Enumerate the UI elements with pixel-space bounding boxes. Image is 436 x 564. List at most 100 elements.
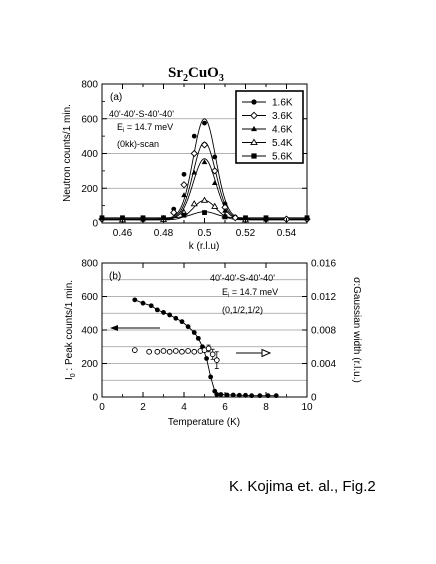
point-width xyxy=(213,357,220,364)
point-5.6K xyxy=(120,215,125,221)
point-5.6K xyxy=(140,215,146,221)
point-intensity xyxy=(214,392,220,397)
point-1.6K xyxy=(212,154,218,160)
point-intensity xyxy=(195,335,201,341)
x-tick-label: 0 xyxy=(99,402,105,413)
y-tick-right-label: 0.012 xyxy=(311,292,336,303)
y-tick-label: 400 xyxy=(81,326,98,337)
point-width xyxy=(191,348,198,355)
panel-b-annotation-collimation: 40'-40'-S-40'-40' xyxy=(210,273,275,283)
point-1.6K xyxy=(202,120,207,126)
point-3.6K xyxy=(211,167,219,175)
point-intensity xyxy=(185,324,191,330)
y-tick-label: 800 xyxy=(81,80,98,91)
point-intensity xyxy=(243,392,248,398)
x-tick-label: 0.54 xyxy=(277,228,297,239)
fit-curve-1.6K xyxy=(102,118,307,220)
point-intensity xyxy=(230,392,236,398)
point-intensity xyxy=(167,312,173,318)
point-width xyxy=(131,347,138,353)
figure-caption: K. Kojima et. al., Fig.2 xyxy=(229,478,376,495)
legend-marker-5.4K xyxy=(250,138,258,146)
x-tick-label: 2 xyxy=(140,402,146,413)
x-tick-label: 0.5 xyxy=(198,228,212,239)
y-tick-right-label: 0.008 xyxy=(311,326,336,337)
legend-box xyxy=(235,90,304,164)
x-tick-label: 0.46 xyxy=(113,228,133,239)
y-tick-label: 800 xyxy=(81,259,98,270)
point-5.6K xyxy=(263,215,269,221)
panel-a-legend: 1.6K 3.6K 4.6K 5.4K 5.6K xyxy=(235,90,304,164)
point-5.4K xyxy=(190,200,198,207)
y-tick-label: 200 xyxy=(81,184,98,195)
legend-label: 4.6K xyxy=(272,125,293,136)
point-1.6K xyxy=(191,133,197,139)
point-4.6K xyxy=(222,207,228,213)
legend-label: 5.6K xyxy=(272,152,293,163)
panel-a-label: (a) xyxy=(110,92,122,103)
point-3.6K xyxy=(231,214,239,222)
point-width xyxy=(179,348,185,355)
panel-b: 0 200 400 600 800 0 0.004 0.008 0.012 0.016 0 2 4 6 8 1… xyxy=(64,259,362,429)
panel-b-annotation-q: (0,1/2,1/2) xyxy=(222,305,263,315)
legend-marker-5.6K xyxy=(251,153,257,159)
panel-b-ticks: 0 200 400 600 800 0 0.004 0.008 0.012 0.016 0 2 4 6 8 1… xyxy=(81,259,336,414)
point-3.6K xyxy=(170,208,178,217)
point-width xyxy=(172,348,179,354)
y-tick-label: 400 xyxy=(81,149,98,160)
panel-a: 0 200 400 600 800 0.46 0.48 0.5 0.52 0.54 (a) 40'… xyxy=(62,80,311,252)
right-axis-arrow xyxy=(236,348,272,358)
y-tick-label: 600 xyxy=(81,114,98,125)
point-4.6K xyxy=(181,192,187,198)
y-tick-label: 600 xyxy=(81,292,98,303)
legend-label: 1.6K xyxy=(272,98,293,109)
x-tick-label: 6 xyxy=(222,402,228,413)
x-tick-label: 0.52 xyxy=(236,228,256,239)
point-5.6K xyxy=(161,215,166,221)
point-5.6K xyxy=(181,212,187,218)
y-tick-right-label: 0.016 xyxy=(311,259,336,270)
point-1.6K xyxy=(181,171,187,177)
point-intensity xyxy=(148,303,154,309)
panel-b-ylabel-right: σ:Gaussian width (r.l.u.) xyxy=(351,277,362,383)
legend-marker-1.6K xyxy=(251,99,257,105)
fit-curve-5.4K xyxy=(102,199,307,221)
point-3.6K xyxy=(190,149,198,158)
point-intensity xyxy=(132,297,138,303)
x-tick-label: 0.48 xyxy=(154,228,174,239)
point-3.6K xyxy=(200,141,209,149)
point-intensity xyxy=(236,392,242,398)
y-tick-label: 0 xyxy=(92,393,98,404)
point-intensity xyxy=(161,310,166,315)
panel-a-annotation-collimation: 40'-40'-S-40'-40' xyxy=(109,109,174,119)
legend-marker-3.6K xyxy=(250,111,258,120)
figure-title: Sr2CuO3 xyxy=(168,65,224,84)
point-intensity xyxy=(208,374,214,380)
x-tick-label: 10 xyxy=(301,402,313,413)
point-width xyxy=(185,348,191,354)
point-intensity xyxy=(204,356,209,361)
panel-b-ylabel-left: I0 : Peak counts/1 min. xyxy=(64,280,77,380)
point-width xyxy=(209,351,216,358)
legend-marker-4.6K xyxy=(251,125,257,132)
panel-a-annotation-scan: (0kk)-scan xyxy=(117,139,159,149)
panel-a-annotation-energy: Ei = 14.7 meV xyxy=(117,122,173,134)
y-tick-right-label: 0 xyxy=(311,393,317,404)
point-4.6K xyxy=(211,180,218,185)
point-5.4K xyxy=(211,202,219,209)
point-intensity xyxy=(154,307,160,313)
point-5.4K xyxy=(200,196,209,203)
point-5.6K xyxy=(222,214,228,220)
point-intensity xyxy=(224,392,230,398)
point-intensity xyxy=(173,315,179,321)
point-intensity xyxy=(257,393,263,399)
point-intensity xyxy=(265,393,271,399)
legend-label: 3.6K xyxy=(272,111,293,122)
point-intensity xyxy=(191,330,197,335)
point-4.6K xyxy=(191,169,198,175)
panel-b-label: (b) xyxy=(109,271,121,282)
point-width xyxy=(160,348,167,354)
x-tick-label: 8 xyxy=(263,402,269,413)
y-tick-label: 200 xyxy=(81,359,98,370)
